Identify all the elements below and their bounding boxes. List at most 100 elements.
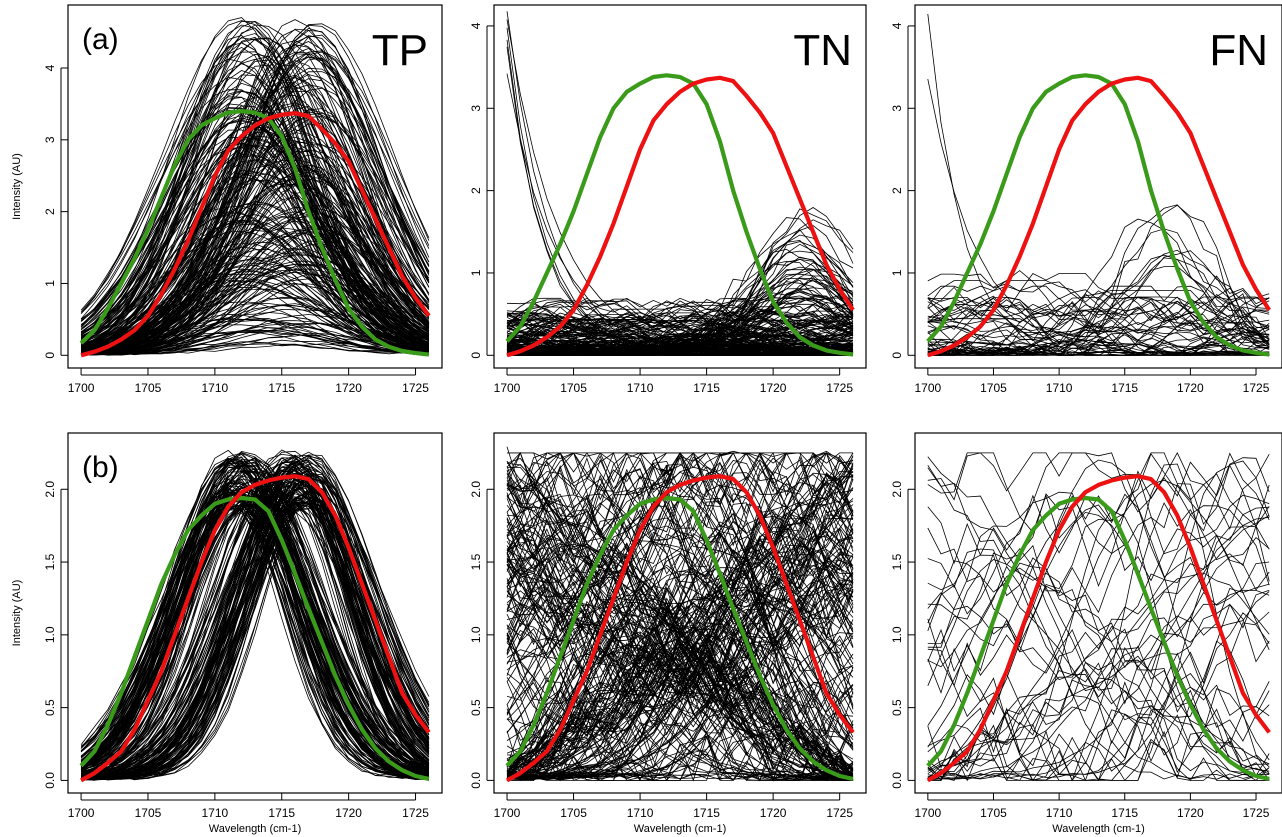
sample-spectrum-line [506, 289, 854, 356]
plot-area [79, 449, 431, 783]
sample-spectrum-line [80, 450, 430, 764]
sample-spectrum-line [80, 490, 429, 780]
sample-spectrum-line [927, 514, 1270, 782]
sample-spectrum-line [927, 516, 1270, 780]
x-tick-label: 1720 [1177, 381, 1204, 395]
sample-spectrum-line [80, 76, 430, 342]
sample-spectrum-line [81, 210, 430, 355]
sample-spectrum-line [927, 273, 1270, 322]
y-axis-title: Intensity (AU) [11, 153, 23, 220]
sample-spectrum-line [80, 37, 430, 332]
reference-line-red [80, 111, 431, 358]
sample-spectrum-line [80, 492, 429, 778]
sample-spectrum-line [927, 572, 1270, 780]
y-tick-label: 2.0 [43, 481, 57, 498]
sample-spectrum-line [81, 168, 430, 354]
y-tick-label: 0.5 [43, 699, 57, 716]
x-tick-label: 1720 [760, 381, 787, 395]
panel-title: FN [1209, 26, 1268, 75]
sample-spectrum-line [81, 470, 430, 781]
sample-spectrum-line [506, 312, 854, 356]
sample-spectrum-line [80, 452, 429, 776]
sample-spectrum-line [927, 708, 1270, 782]
panel-tag: (a) [82, 23, 119, 56]
y-tick-label: 0.0 [890, 772, 904, 789]
x-tick-label: 1705 [980, 806, 1007, 820]
plot-frame [914, 432, 1282, 794]
sample-spectrum-line [506, 598, 854, 769]
y-tick-label: 2.0 [469, 481, 483, 498]
x-tick-label: 1720 [335, 806, 362, 820]
y-tick-label: 3 [43, 136, 57, 143]
sample-spectrum-line [81, 104, 430, 355]
sample-spectrum-line [81, 475, 430, 780]
x-tick-label: 1710 [627, 806, 654, 820]
sample-spectrum-line [506, 529, 854, 774]
sample-spectrum-line [80, 129, 429, 350]
sample-spectrum-line [506, 539, 854, 772]
sample-spectrum-line [506, 303, 854, 329]
sample-spectrum-line [927, 554, 1270, 720]
sample-spectrum-line [80, 501, 429, 772]
sample-spectrum-line [506, 308, 854, 327]
sample-spectrum-line [927, 79, 1270, 354]
y-tick-label: 1.5 [43, 553, 57, 570]
x-tick-label: 1710 [627, 381, 654, 395]
y-tick-label: 2 [469, 187, 483, 194]
sample-spectrum-line [506, 517, 854, 779]
sample-spectrum-line [81, 247, 430, 355]
sample-spectrum-line [506, 521, 854, 779]
x-tick-label: 1715 [1111, 381, 1138, 395]
sample-spectrum-line [927, 527, 1270, 780]
sample-spectrum-line [927, 561, 1270, 781]
sample-spectrum-line [81, 497, 430, 781]
sample-spectrum-line [927, 204, 1270, 355]
reference-line-red [506, 75, 855, 358]
plot-frame [914, 4, 1282, 369]
sample-spectrum-line [81, 94, 430, 353]
sample-spectrum-line [506, 461, 854, 613]
plot-area [505, 11, 855, 358]
sample-spectrum-line [927, 280, 1270, 329]
sample-spectrum-line [81, 57, 430, 355]
x-axis-title: Wavelength (cm-1) [1052, 823, 1145, 835]
x-tick-label: 1725 [1243, 806, 1270, 820]
sample-spectrum-line [506, 338, 854, 349]
sample-spectrum-line [927, 463, 1270, 780]
sample-spectrum-line [927, 559, 1270, 781]
sample-spectrum-line [927, 456, 1270, 777]
y-tick-label: 3 [890, 105, 904, 112]
sample-spectrum-line [927, 509, 1270, 780]
y-tick-label: 4 [43, 64, 57, 71]
sample-spectrum-line [927, 452, 1270, 648]
sample-spectrum-line [927, 673, 1270, 781]
x-tick-label: 1700 [914, 806, 941, 820]
sample-spectrum-line [927, 285, 1270, 343]
sample-spectrum-line [80, 70, 430, 353]
panel-a-fn: 1700 1705 1710 1715 1720 1725 0 1 2 3 4 FN [890, 4, 1282, 395]
x-tick-label: 1705 [560, 806, 587, 820]
sample-spectrum-line [80, 486, 430, 769]
y-tick-label: 4 [469, 22, 483, 29]
sample-spectrum-line [81, 472, 430, 779]
plot-frame [493, 432, 867, 794]
y-tick-label: 0.0 [469, 772, 483, 789]
sample-spectrum-line [506, 614, 854, 752]
sample-spectrum-line [506, 496, 854, 780]
sample-spectrum-line [80, 17, 430, 351]
sample-spectrum-line [506, 305, 854, 350]
sample-spectrum-line [927, 473, 1270, 668]
sample-spectrum-line [80, 20, 430, 341]
sample-spectrum-line [927, 218, 1270, 354]
x-tick-label: 1705 [135, 381, 162, 395]
y-tick-label: 1.0 [469, 626, 483, 643]
x-axis-title: Wavelength (cm-1) [634, 823, 727, 835]
x-tick-label: 1715 [268, 381, 295, 395]
sample-spectrum-line [506, 551, 854, 781]
x-tick-label: 1725 [826, 381, 853, 395]
sample-spectrum-line [927, 204, 1270, 355]
x-tick-label: 1700 [68, 806, 95, 820]
sample-spectrum-line [81, 454, 430, 780]
x-tick-label: 1700 [68, 381, 95, 395]
sample-spectrum-line [506, 468, 854, 782]
